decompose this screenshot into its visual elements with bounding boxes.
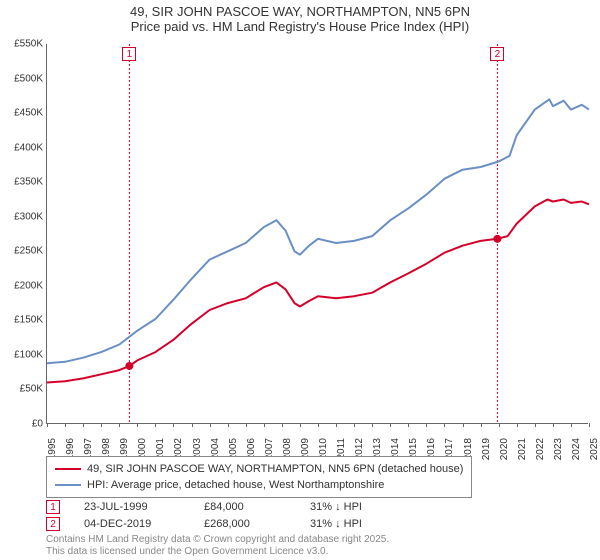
chart-area: £0£50K£100K£150K£200K£250K£300K£350K£400… bbox=[46, 44, 588, 424]
x-tick bbox=[481, 423, 482, 427]
title-block: 49, SIR JOHN PASCOE WAY, NORTHAMPTON, NN… bbox=[0, 0, 600, 34]
title-line-1: 49, SIR JOHN PASCOE WAY, NORTHAMPTON, NN… bbox=[0, 4, 600, 19]
legend-item: HPI: Average price, detached house, West… bbox=[55, 477, 463, 493]
transaction-price: £268,000 bbox=[204, 518, 310, 530]
transaction-date: 23-JUL-1999 bbox=[84, 501, 204, 513]
legend-swatch bbox=[55, 484, 81, 486]
footer-line-2: This data is licensed under the Open Gov… bbox=[46, 546, 389, 558]
transaction-marker: 1 bbox=[46, 500, 60, 514]
x-tick bbox=[499, 423, 500, 427]
series-line-price_paid bbox=[47, 200, 589, 383]
y-tick-label: £250K bbox=[1, 246, 43, 257]
x-tick bbox=[444, 423, 445, 427]
transaction-table: 1 23-JUL-1999 £84,000 31% ↓ HPI 2 04-DEC… bbox=[46, 498, 420, 532]
transaction-row: 1 23-JUL-1999 £84,000 31% ↓ HPI bbox=[46, 498, 420, 515]
x-tick bbox=[553, 423, 554, 427]
x-tick-label: 2024 bbox=[571, 438, 582, 460]
x-tick bbox=[101, 423, 102, 427]
x-tick bbox=[228, 423, 229, 427]
y-tick-label: £0 bbox=[1, 419, 43, 430]
x-tick bbox=[517, 423, 518, 427]
x-tick bbox=[282, 423, 283, 427]
x-tick bbox=[354, 423, 355, 427]
event-marker-box: 2 bbox=[490, 47, 504, 61]
x-tick bbox=[47, 423, 48, 427]
y-tick-label: £300K bbox=[1, 211, 43, 222]
y-tick-label: £500K bbox=[1, 73, 43, 84]
x-tick bbox=[408, 423, 409, 427]
transaction-price: £84,000 bbox=[204, 501, 310, 513]
x-tick bbox=[463, 423, 464, 427]
transaction-delta: 31% ↓ HPI bbox=[310, 501, 420, 513]
chart-container: 49, SIR JOHN PASCOE WAY, NORTHAMPTON, NN… bbox=[0, 0, 600, 560]
y-tick-label: £350K bbox=[1, 177, 43, 188]
x-tick-label: 2021 bbox=[517, 438, 528, 460]
x-tick bbox=[300, 423, 301, 427]
y-tick-label: £450K bbox=[1, 108, 43, 119]
x-tick bbox=[390, 423, 391, 427]
chart-svg bbox=[47, 44, 589, 424]
y-tick-label: £150K bbox=[1, 315, 43, 326]
x-tick bbox=[155, 423, 156, 427]
footer-line-1: Contains HM Land Registry data © Crown c… bbox=[46, 534, 389, 546]
x-tick bbox=[264, 423, 265, 427]
legend-label: 49, SIR JOHN PASCOE WAY, NORTHAMPTON, NN… bbox=[87, 463, 463, 475]
x-tick-label: 2020 bbox=[499, 438, 510, 460]
x-tick-label: 2019 bbox=[481, 438, 492, 460]
x-tick bbox=[246, 423, 247, 427]
event-marker-box: 1 bbox=[122, 47, 136, 61]
transaction-marker: 2 bbox=[46, 517, 60, 531]
legend-item: 49, SIR JOHN PASCOE WAY, NORTHAMPTON, NN… bbox=[55, 461, 463, 477]
x-tick bbox=[65, 423, 66, 427]
x-tick bbox=[571, 423, 572, 427]
title-line-2: Price paid vs. HM Land Registry's House … bbox=[0, 19, 600, 34]
legend-label: HPI: Average price, detached house, West… bbox=[87, 479, 384, 491]
y-tick-label: £100K bbox=[1, 349, 43, 360]
x-tick bbox=[589, 423, 590, 427]
y-tick-label: £50K bbox=[1, 384, 43, 395]
x-tick bbox=[137, 423, 138, 427]
transaction-date: 04-DEC-2019 bbox=[84, 518, 204, 530]
y-tick-label: £400K bbox=[1, 142, 43, 153]
x-tick bbox=[336, 423, 337, 427]
x-tick bbox=[192, 423, 193, 427]
x-tick bbox=[83, 423, 84, 427]
x-tick bbox=[119, 423, 120, 427]
x-tick-label: 2022 bbox=[535, 438, 546, 460]
y-tick-label: £200K bbox=[1, 280, 43, 291]
x-tick-label: 2023 bbox=[553, 438, 564, 460]
x-tick bbox=[426, 423, 427, 427]
y-tick-label: £550K bbox=[1, 39, 43, 50]
x-tick bbox=[173, 423, 174, 427]
series-line-hpi bbox=[47, 99, 589, 363]
transaction-row: 2 04-DEC-2019 £268,000 31% ↓ HPI bbox=[46, 515, 420, 532]
legend: 49, SIR JOHN PASCOE WAY, NORTHAMPTON, NN… bbox=[46, 456, 472, 498]
x-tick bbox=[210, 423, 211, 427]
plot-region: £0£50K£100K£150K£200K£250K£300K£350K£400… bbox=[46, 44, 588, 424]
x-tick-label: 2025 bbox=[589, 438, 600, 460]
transaction-delta: 31% ↓ HPI bbox=[310, 518, 420, 530]
footer: Contains HM Land Registry data © Crown c… bbox=[46, 534, 389, 558]
legend-swatch bbox=[55, 468, 81, 470]
x-tick bbox=[318, 423, 319, 427]
x-tick bbox=[372, 423, 373, 427]
x-tick bbox=[535, 423, 536, 427]
